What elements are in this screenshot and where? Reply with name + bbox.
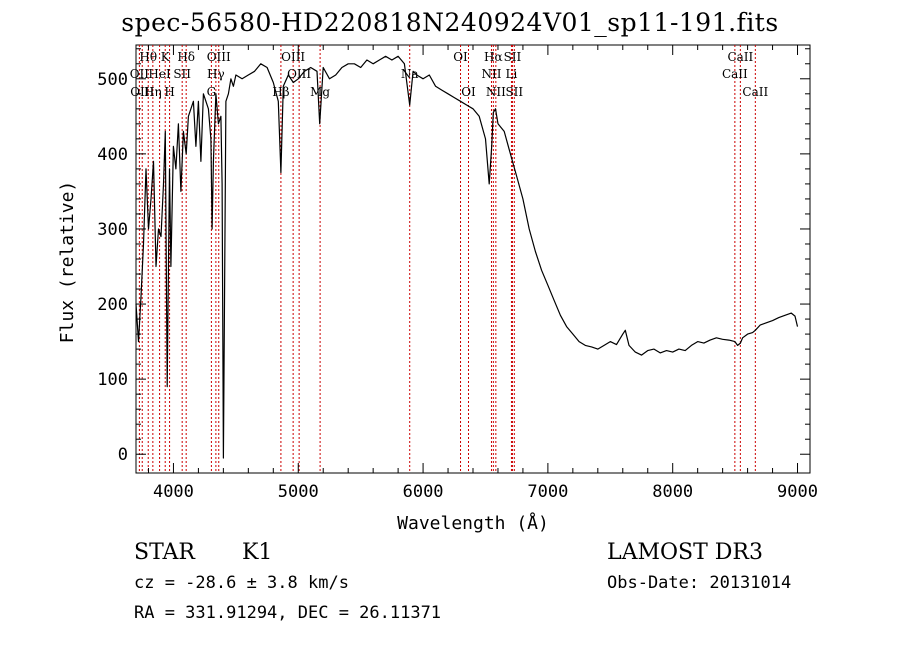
line-marker-label: OIII: [281, 50, 305, 64]
line-marker-label: NII: [481, 67, 501, 81]
x-tick-label: 9000: [777, 482, 818, 502]
x-axis-label: Wavelength (Å): [397, 512, 549, 534]
y-tick-label: 500: [97, 70, 128, 90]
line-marker-label: OI: [461, 85, 476, 99]
y-tick-label: 200: [97, 295, 128, 315]
redshift-readout: cz = -28.6 ± 3.8 km/s: [134, 573, 349, 593]
line-marker-label: CaII: [727, 50, 753, 64]
object-subclass: K1: [242, 540, 273, 565]
line-marker-label: Hγ: [207, 67, 225, 81]
x-tick-label: 6000: [403, 482, 444, 502]
line-marker-label: Hδ: [177, 50, 195, 64]
line-marker-label: OII: [130, 67, 150, 81]
line-marker-label: G: [207, 85, 217, 99]
line-marker-label: Li: [506, 67, 518, 81]
y-tick-label: 0: [118, 445, 128, 465]
y-tick-label: 100: [97, 370, 128, 390]
y-tick-label: 400: [97, 145, 128, 165]
line-marker-label: H: [164, 85, 174, 99]
observation-date: Obs-Date: 20131014: [607, 573, 792, 593]
y-tick-label: 300: [97, 220, 128, 240]
line-marker-label: SII: [505, 85, 523, 99]
line-marker-label: CaII: [742, 85, 768, 99]
x-tick-label: 8000: [652, 482, 693, 502]
line-marker-label: K: [161, 50, 171, 64]
line-marker-label: Hα: [484, 50, 503, 64]
x-tick-label: 7000: [527, 482, 568, 502]
y-axis-label: Flux (relative): [57, 181, 78, 344]
x-tick-label: 4000: [153, 482, 194, 502]
spectrum-series: [135, 55, 799, 459]
line-marker-label: Hη: [144, 85, 162, 99]
line-marker-label: NII: [486, 85, 506, 99]
survey-name: LAMOST DR3: [607, 540, 763, 565]
line-marker-label: HeI: [148, 67, 171, 81]
line-marker-label: OIII: [207, 50, 231, 64]
coordinates-readout: RA = 331.91294, DEC = 26.11371: [134, 603, 442, 623]
line-marker-label: Mg: [310, 85, 330, 99]
line-marker-label: OIII: [130, 85, 154, 99]
line-marker-label: SII: [504, 50, 522, 64]
axes: 4000 5000 6000 7000 8000 9000 0 100 200 300 400 500: [97, 45, 818, 502]
line-markers: [138, 45, 756, 473]
chart-title: spec-56580-HD220818N240924V01_sp11-191.f…: [121, 8, 779, 37]
spectrum-line: [135, 55, 799, 459]
line-marker-label: CaII: [722, 67, 748, 81]
line-marker-label: SII: [173, 67, 191, 81]
line-marker-label: OI: [453, 50, 468, 64]
object-class: STAR: [134, 540, 195, 565]
x-tick-label: 5000: [278, 482, 319, 502]
line-marker-label: Hθ: [139, 50, 157, 64]
